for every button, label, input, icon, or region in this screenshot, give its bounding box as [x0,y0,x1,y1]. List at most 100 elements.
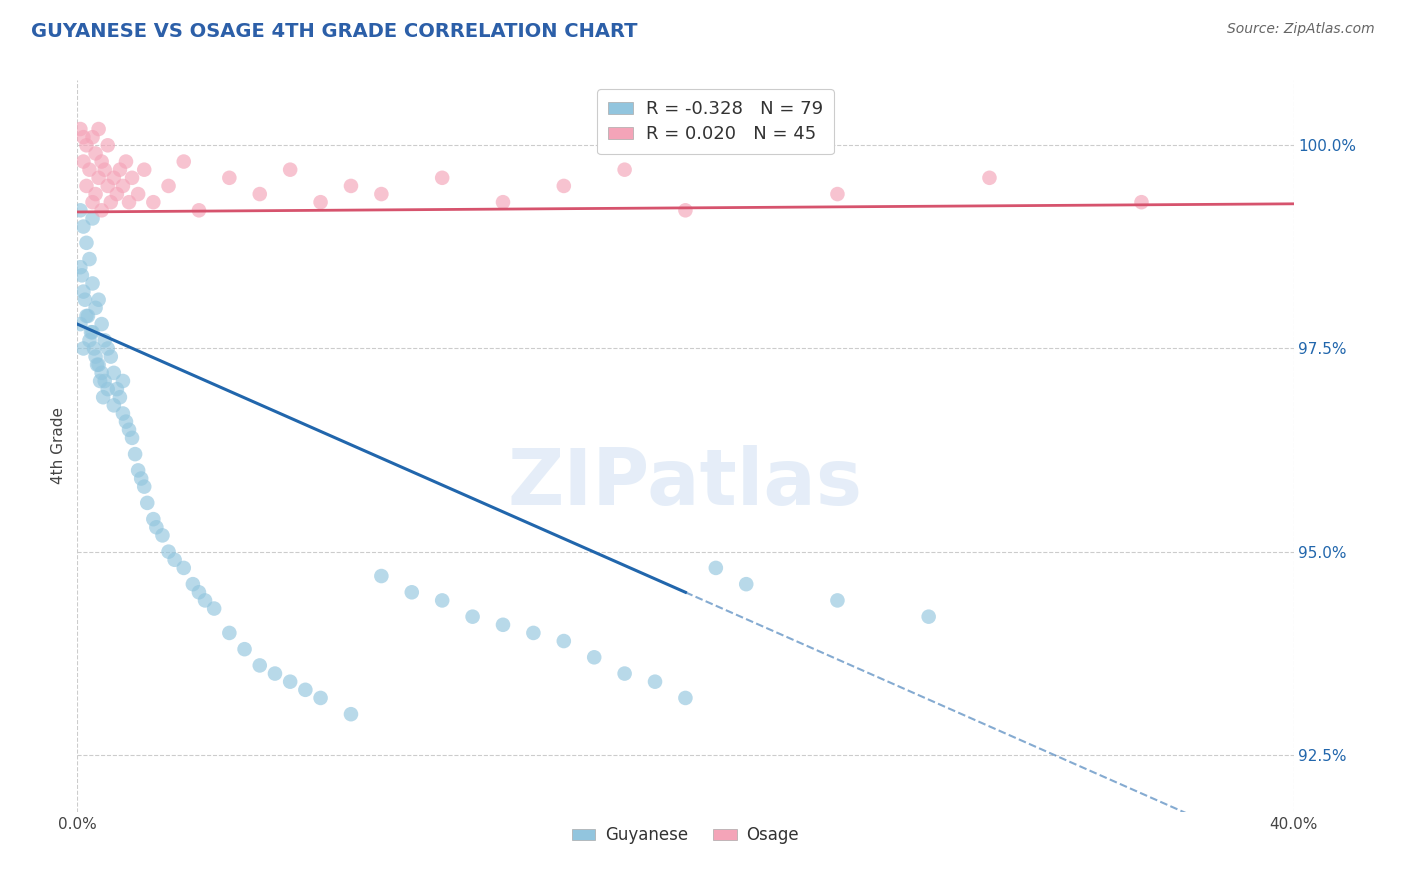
Point [91,390,114,404]
Point [80,325,103,339]
Point [97,342,120,356]
Point [100,350,122,364]
Point [492,617,515,632]
Point [522,626,544,640]
Point [69,203,91,218]
Point [430,593,453,607]
Point [115,154,138,169]
Point [97,178,120,193]
Point [278,674,301,689]
Point [163,553,186,567]
Point [124,447,146,461]
Point [82,277,104,291]
Point [294,682,316,697]
Point [979,170,1001,185]
Point [152,528,174,542]
Point [84,350,107,364]
Point [115,415,138,429]
Point [93,162,115,177]
Point [69,122,91,136]
Point [75,178,97,193]
Point [86,358,108,372]
Point [93,334,115,348]
Point [340,178,363,193]
Point [613,666,636,681]
Point [127,463,149,477]
Point [87,293,110,307]
Point [100,195,122,210]
Point [82,325,104,339]
Point [157,178,180,193]
Point [83,342,105,356]
Point [97,138,120,153]
Point [553,178,575,193]
Point [75,235,97,250]
Point [218,626,240,640]
Point [97,382,120,396]
Point [492,195,515,210]
Point [90,317,112,331]
Point [264,666,287,681]
Point [735,577,758,591]
Point [90,154,112,169]
Point [87,358,110,372]
Point [142,512,165,526]
Point [309,690,332,705]
Point [111,374,134,388]
Point [121,431,143,445]
Point [69,317,91,331]
Point [188,585,211,599]
Point [79,334,101,348]
Point [90,203,112,218]
Point [90,366,112,380]
Point [77,309,100,323]
Point [118,195,141,210]
Point [72,219,94,234]
Point [75,138,97,153]
Point [87,170,110,185]
Point [87,122,110,136]
Point [136,496,159,510]
Point [108,390,131,404]
Point [72,285,94,299]
Point [84,301,107,315]
Point [553,634,575,648]
Point [103,398,125,412]
Point [82,195,104,210]
Point [181,577,204,591]
Point [827,593,849,607]
Point [583,650,606,665]
Point [121,170,143,185]
Point [82,130,104,145]
Point [188,203,211,218]
Point [401,585,423,599]
Point [118,423,141,437]
Point [142,195,165,210]
Point [309,195,332,210]
Point [82,211,104,226]
Point [69,260,91,275]
Point [79,252,101,266]
Point [72,154,94,169]
Point [111,407,134,421]
Point [675,203,697,218]
Point [73,293,96,307]
Point [704,561,727,575]
Point [233,642,256,657]
Point [84,146,107,161]
Point [613,162,636,177]
Point [75,309,97,323]
Point [430,170,453,185]
Point [70,268,93,283]
Point [134,480,156,494]
Point [157,544,180,558]
Point [134,162,156,177]
Point [644,674,666,689]
Point [370,187,392,202]
Point [278,162,301,177]
Point [675,690,697,705]
Point [72,130,94,145]
Point [108,162,131,177]
Point [105,382,128,396]
Point [93,374,115,388]
